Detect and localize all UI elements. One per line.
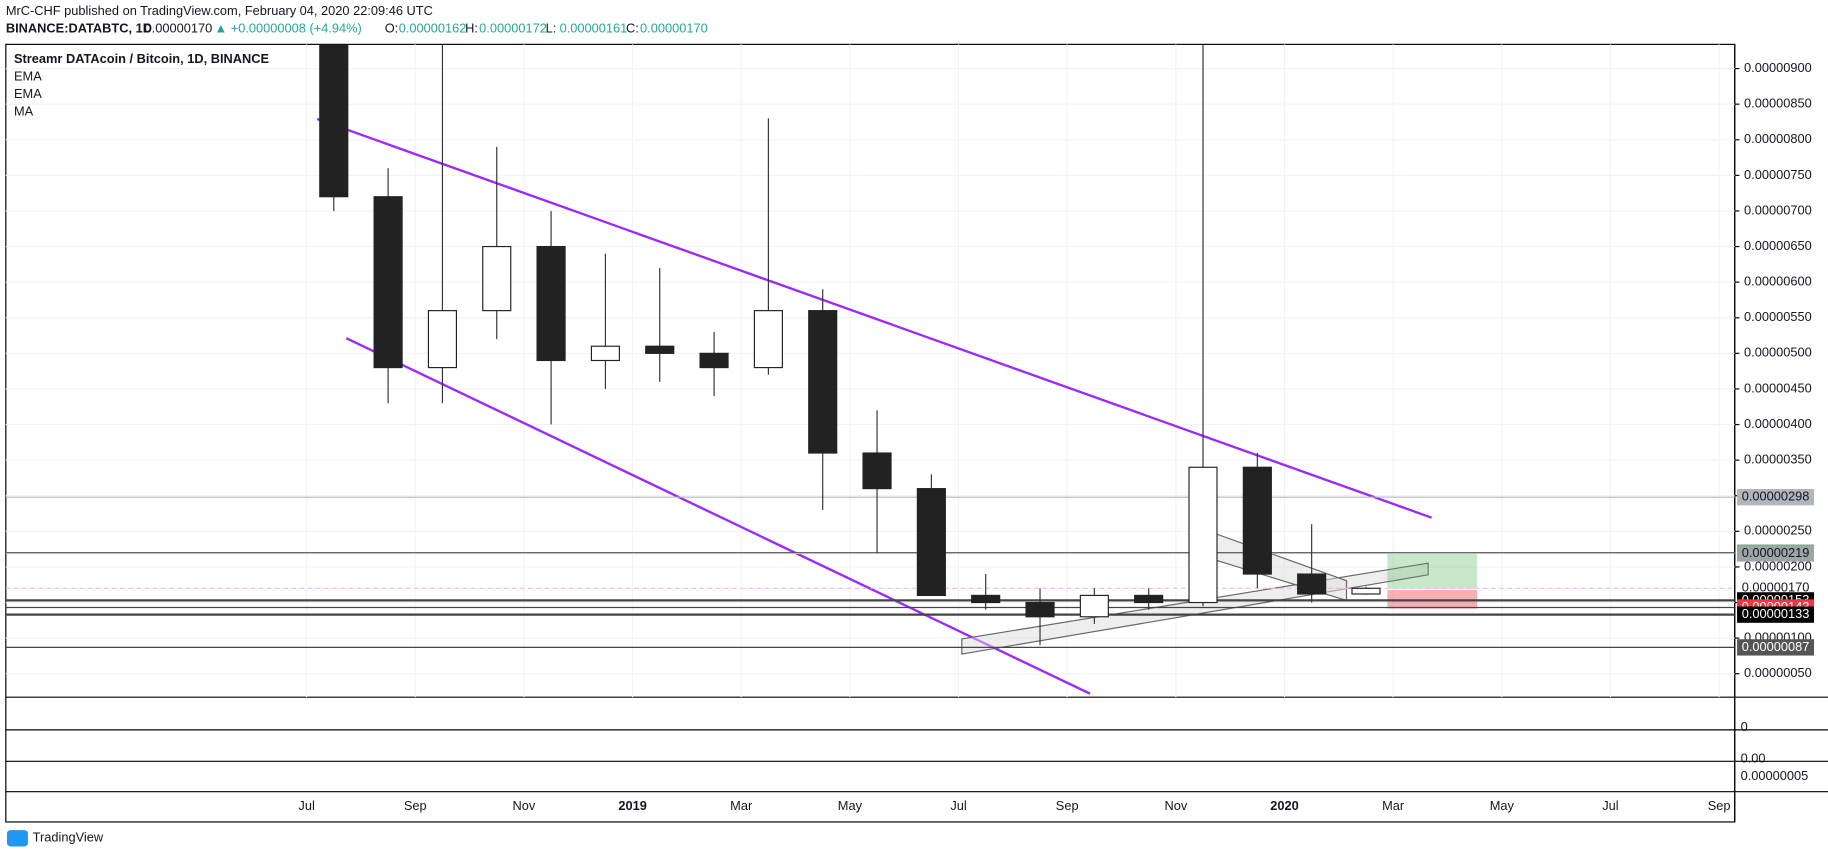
price-label-box (1737, 606, 1815, 623)
candle-body (1242, 466, 1272, 575)
last-price: 0.00000170 (145, 21, 213, 36)
x-tick-label: Nov (1164, 798, 1187, 813)
x-tick-label: 2019 (618, 798, 647, 813)
price-label: 0.00000087 (1742, 639, 1810, 654)
y-tick-label: 0.00000200 (1744, 558, 1812, 573)
trend-line (345, 337, 1091, 695)
y-tick-label: 0.00000650 (1744, 238, 1812, 253)
price-label: 0.00000298 (1742, 489, 1810, 504)
candle-body (699, 352, 729, 369)
x-tick-label: May (838, 798, 863, 813)
y-tick-label: 0.00000850 (1744, 96, 1812, 111)
candle-body (916, 488, 946, 596)
ohlc-key: L: (546, 21, 557, 36)
pane-label: 0.00000005 (1741, 768, 1809, 783)
y-tick-label: 0.00000900 (1744, 60, 1812, 75)
x-tick-label: Sep (404, 798, 427, 813)
y-tick-label: 0.00000450 (1744, 380, 1812, 395)
candle-body (862, 452, 892, 490)
y-tick-label: 0.00000050 (1744, 665, 1812, 680)
pane-label: 0 (1741, 719, 1748, 734)
candle-body (427, 310, 457, 369)
y-tick-label: 0.00000400 (1744, 416, 1812, 431)
y-tick-label: 0.00000350 (1744, 452, 1812, 467)
indicator: EMA (14, 68, 42, 83)
ohlc-value: 0.00000170 (640, 21, 708, 36)
price-label-box (1737, 545, 1815, 562)
x-tick-label: Sep (1056, 798, 1079, 813)
x-tick-label: Nov (513, 798, 536, 813)
y-tick-label: 0.00000800 (1744, 131, 1812, 146)
x-tick-label: Mar (1382, 798, 1405, 813)
candle-body (971, 594, 1001, 604)
ohlc-key: H: (465, 21, 478, 36)
logo (6, 830, 28, 847)
trend-line (316, 117, 1433, 519)
y-tick-label: 0.00000500 (1744, 345, 1812, 360)
change: ▲ +0.00000008 (+4.94%) (215, 21, 362, 36)
candle-body (645, 345, 675, 354)
candle-body (482, 245, 512, 312)
x-tick-label: Sep (1708, 798, 1731, 813)
indicator: EMA (14, 86, 42, 101)
candle-body (1134, 594, 1164, 604)
target-zone (1387, 553, 1478, 589)
x-tick-label: Jul (1602, 798, 1618, 813)
y-tick-label: 0.00000600 (1744, 274, 1812, 289)
pane-label: 0.00 (1741, 750, 1766, 765)
y-tick-label: 0.00000750 (1744, 167, 1812, 182)
x-tick-label: 2020 (1270, 798, 1299, 813)
candle-body (536, 245, 566, 362)
price-label: 0.00000219 (1742, 545, 1810, 560)
candle-body (1025, 601, 1055, 618)
symbol: BINANCE:DATABTC, 1D (6, 21, 152, 36)
frame (5, 43, 1736, 823)
ohlc-value: 0.00000172 (479, 21, 547, 36)
candle-body (753, 310, 783, 369)
ohlc-value: 0.00000161 (560, 21, 628, 36)
x-tick-label: Mar (730, 798, 753, 813)
ohlc-value: 0.00000162 (399, 21, 467, 36)
x-tick-label: May (1490, 798, 1515, 813)
candle-body (1188, 466, 1218, 604)
legend-title: Streamr DATAcoin / Bitcoin, 1D, BINANCE (14, 51, 270, 66)
candle-body (373, 196, 403, 369)
candle-body (1351, 587, 1381, 595)
footer: TradingView (33, 830, 104, 845)
y-tick-label: 0.00000250 (1744, 523, 1812, 538)
ohlc-key: C: (626, 21, 639, 36)
price-label: 0.00000170 (1742, 580, 1810, 595)
price-label-box (1737, 489, 1815, 506)
x-tick-label: Jul (950, 798, 966, 813)
candle-body (808, 310, 838, 454)
price-label: 0.00000133 (1742, 606, 1810, 621)
ohlc-key: O: (385, 21, 399, 36)
x-tick-label: Jul (298, 798, 314, 813)
candle-body (1079, 594, 1109, 618)
candle-body (1297, 573, 1327, 595)
candle-body (590, 345, 620, 362)
indicator: MA (14, 103, 34, 118)
y-tick-label: 0.00000550 (1744, 309, 1812, 324)
price-label-box (1737, 639, 1815, 656)
y-tick-label: 0.00000700 (1744, 202, 1812, 217)
publisher: MrC-CHF published on TradingView.com, Fe… (6, 3, 433, 18)
candle-body (319, 44, 349, 198)
